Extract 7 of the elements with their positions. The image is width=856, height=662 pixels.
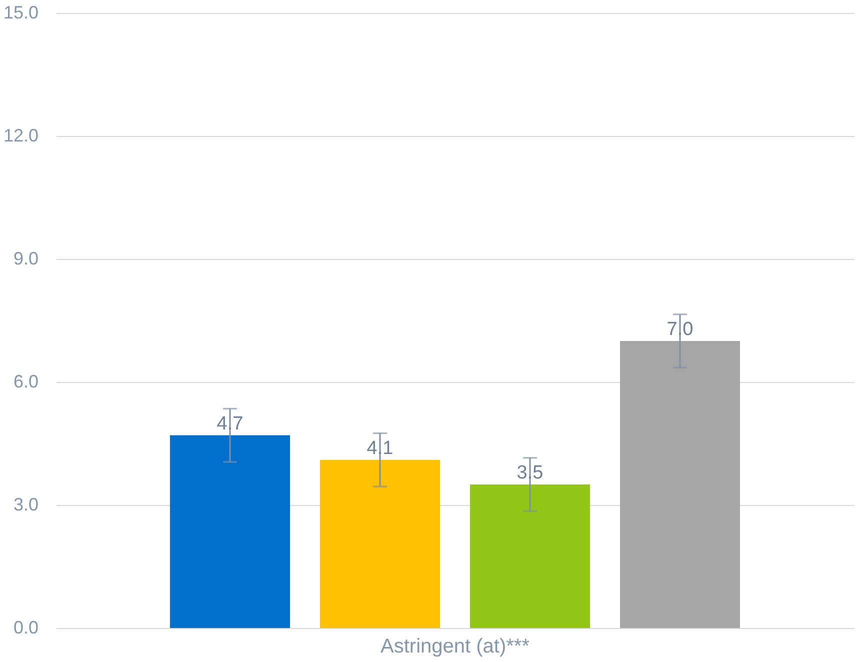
y-tick-label: 9.0 (13, 248, 38, 268)
y-tick-label: 3.0 (13, 494, 38, 514)
y-tick-label: 6.0 (13, 372, 38, 392)
y-tick-label: 15.0 (3, 2, 38, 22)
y-tick-label: 0.0 (13, 618, 38, 638)
y-tick-label: 12.0 (3, 126, 38, 146)
x-tick-label: Astringent (at)*** (380, 636, 530, 658)
